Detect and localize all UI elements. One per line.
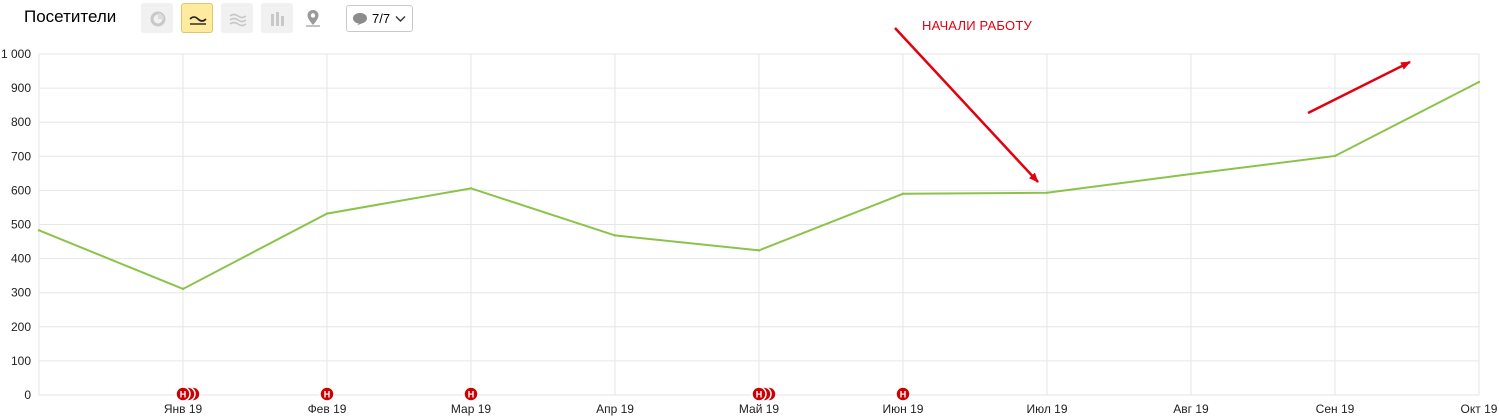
data-point (613, 234, 617, 237)
bar-chart-icon (271, 12, 284, 26)
x-tick-label: Авг 19 (1173, 402, 1209, 416)
annotation-arrow-up (1307, 60, 1411, 115)
x-tick-label: Май 19 (739, 402, 780, 416)
notes-count: 7/7 (372, 11, 391, 26)
note-marker: Н (463, 386, 479, 402)
y-tick-label: 0 (24, 388, 31, 402)
bar-chart-button[interactable] (261, 3, 293, 33)
area-chart-icon (229, 13, 247, 27)
chevron-down-icon (395, 16, 406, 22)
data-point (1477, 80, 1481, 84)
note-marker-dot (175, 386, 191, 402)
grid (38, 53, 1480, 396)
x-tick-label: Мар 19 (451, 402, 491, 416)
x-tick-label: Фев 19 (308, 402, 347, 416)
x-tick-label: Апр 19 (596, 402, 634, 416)
note-marker-dot (319, 386, 335, 402)
series-points (37, 80, 1481, 291)
note-marker: Н (895, 386, 911, 402)
note-marker-label: Н (900, 390, 907, 400)
note-marker-dot (751, 386, 767, 402)
x-tick-label: Окт 19 (1461, 402, 1498, 416)
y-tick-label: 700 (11, 149, 31, 163)
note-marker-label: Н (324, 390, 331, 400)
x-tick-label: Июн 19 (883, 402, 924, 416)
x-tick-label: Янв 19 (164, 402, 203, 416)
x-tick-label: Сен 19 (1316, 402, 1355, 416)
map-pin-button[interactable] (303, 8, 323, 33)
annotation-arrow-down (894, 27, 1039, 183)
x-axis-ticks: Янв 19 Фев 19 Мар 19 Апр 19 Май 19 Июн 19 Июл … (164, 402, 1498, 416)
annotation-label: НАЧАЛИ РАБОТУ (922, 18, 1032, 33)
y-tick-label: 800 (11, 115, 31, 129)
y-tick-label: 100 (11, 354, 31, 368)
note-marker-label: Н (180, 390, 187, 400)
y-axis-ticks: 0 100 200 300 400 500 600 700 800 900 1 000 (1, 47, 31, 402)
y-tick-label: 600 (11, 183, 31, 197)
data-point (1189, 172, 1193, 176)
note-marker-label: Н (468, 390, 475, 400)
y-tick-label: 400 (11, 252, 31, 266)
comment-icon (353, 13, 367, 26)
area-chart-button[interactable] (221, 3, 253, 33)
note-marker-dot (463, 386, 479, 402)
chart-toolbar: Посетители (0, 0, 1500, 40)
y-tick-label: 900 (11, 81, 31, 95)
data-point (1333, 154, 1337, 158)
y-tick-label: 300 (11, 286, 31, 300)
note-marker: Н (319, 386, 335, 402)
notes-dropdown[interactable]: 7/7 (346, 5, 413, 32)
y-tick-label: 1 000 (1, 47, 31, 61)
x-tick-label: Июл 19 (1026, 402, 1067, 416)
note-marker-dot (895, 386, 911, 402)
pie-icon (150, 11, 166, 27)
note-marker: Н (175, 386, 201, 402)
data-point (901, 192, 905, 196)
note-marker-label: Н (756, 390, 763, 400)
y-tick-label: 200 (11, 320, 31, 334)
chart-title: Посетители (24, 7, 117, 26)
map-pin-icon (306, 10, 320, 27)
data-point (181, 287, 185, 291)
data-point (37, 229, 41, 232)
data-point (469, 187, 473, 190)
line-chart-button[interactable] (181, 3, 213, 33)
y-tick-label: 500 (11, 218, 31, 232)
note-marker: Н (751, 386, 777, 402)
data-point (757, 249, 761, 252)
line-chart-icon (189, 16, 207, 25)
data-point (1045, 191, 1049, 194)
pie-chart-button[interactable] (141, 3, 173, 33)
data-point (325, 212, 329, 215)
